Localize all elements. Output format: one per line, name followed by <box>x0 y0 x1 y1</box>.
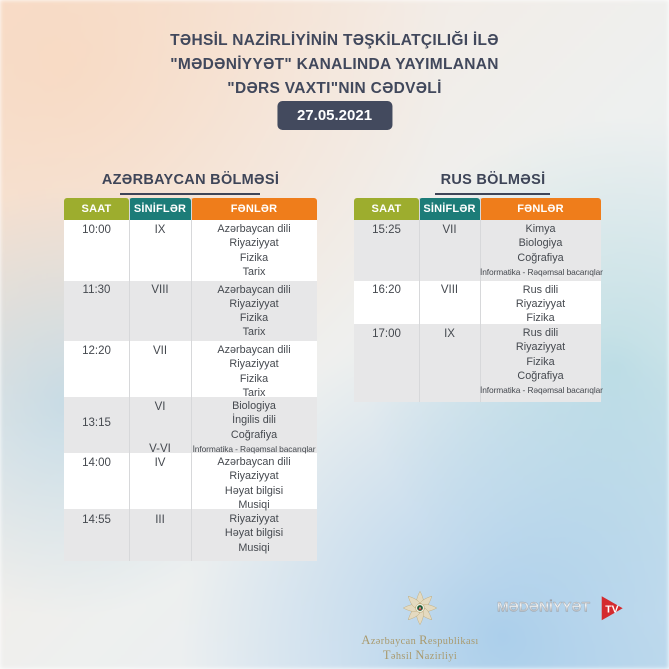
svg-text:TV: TV <box>605 604 618 615</box>
svg-text:MƏDƏNİYYƏT: MƏDƏNİYYƏT <box>497 599 591 615</box>
